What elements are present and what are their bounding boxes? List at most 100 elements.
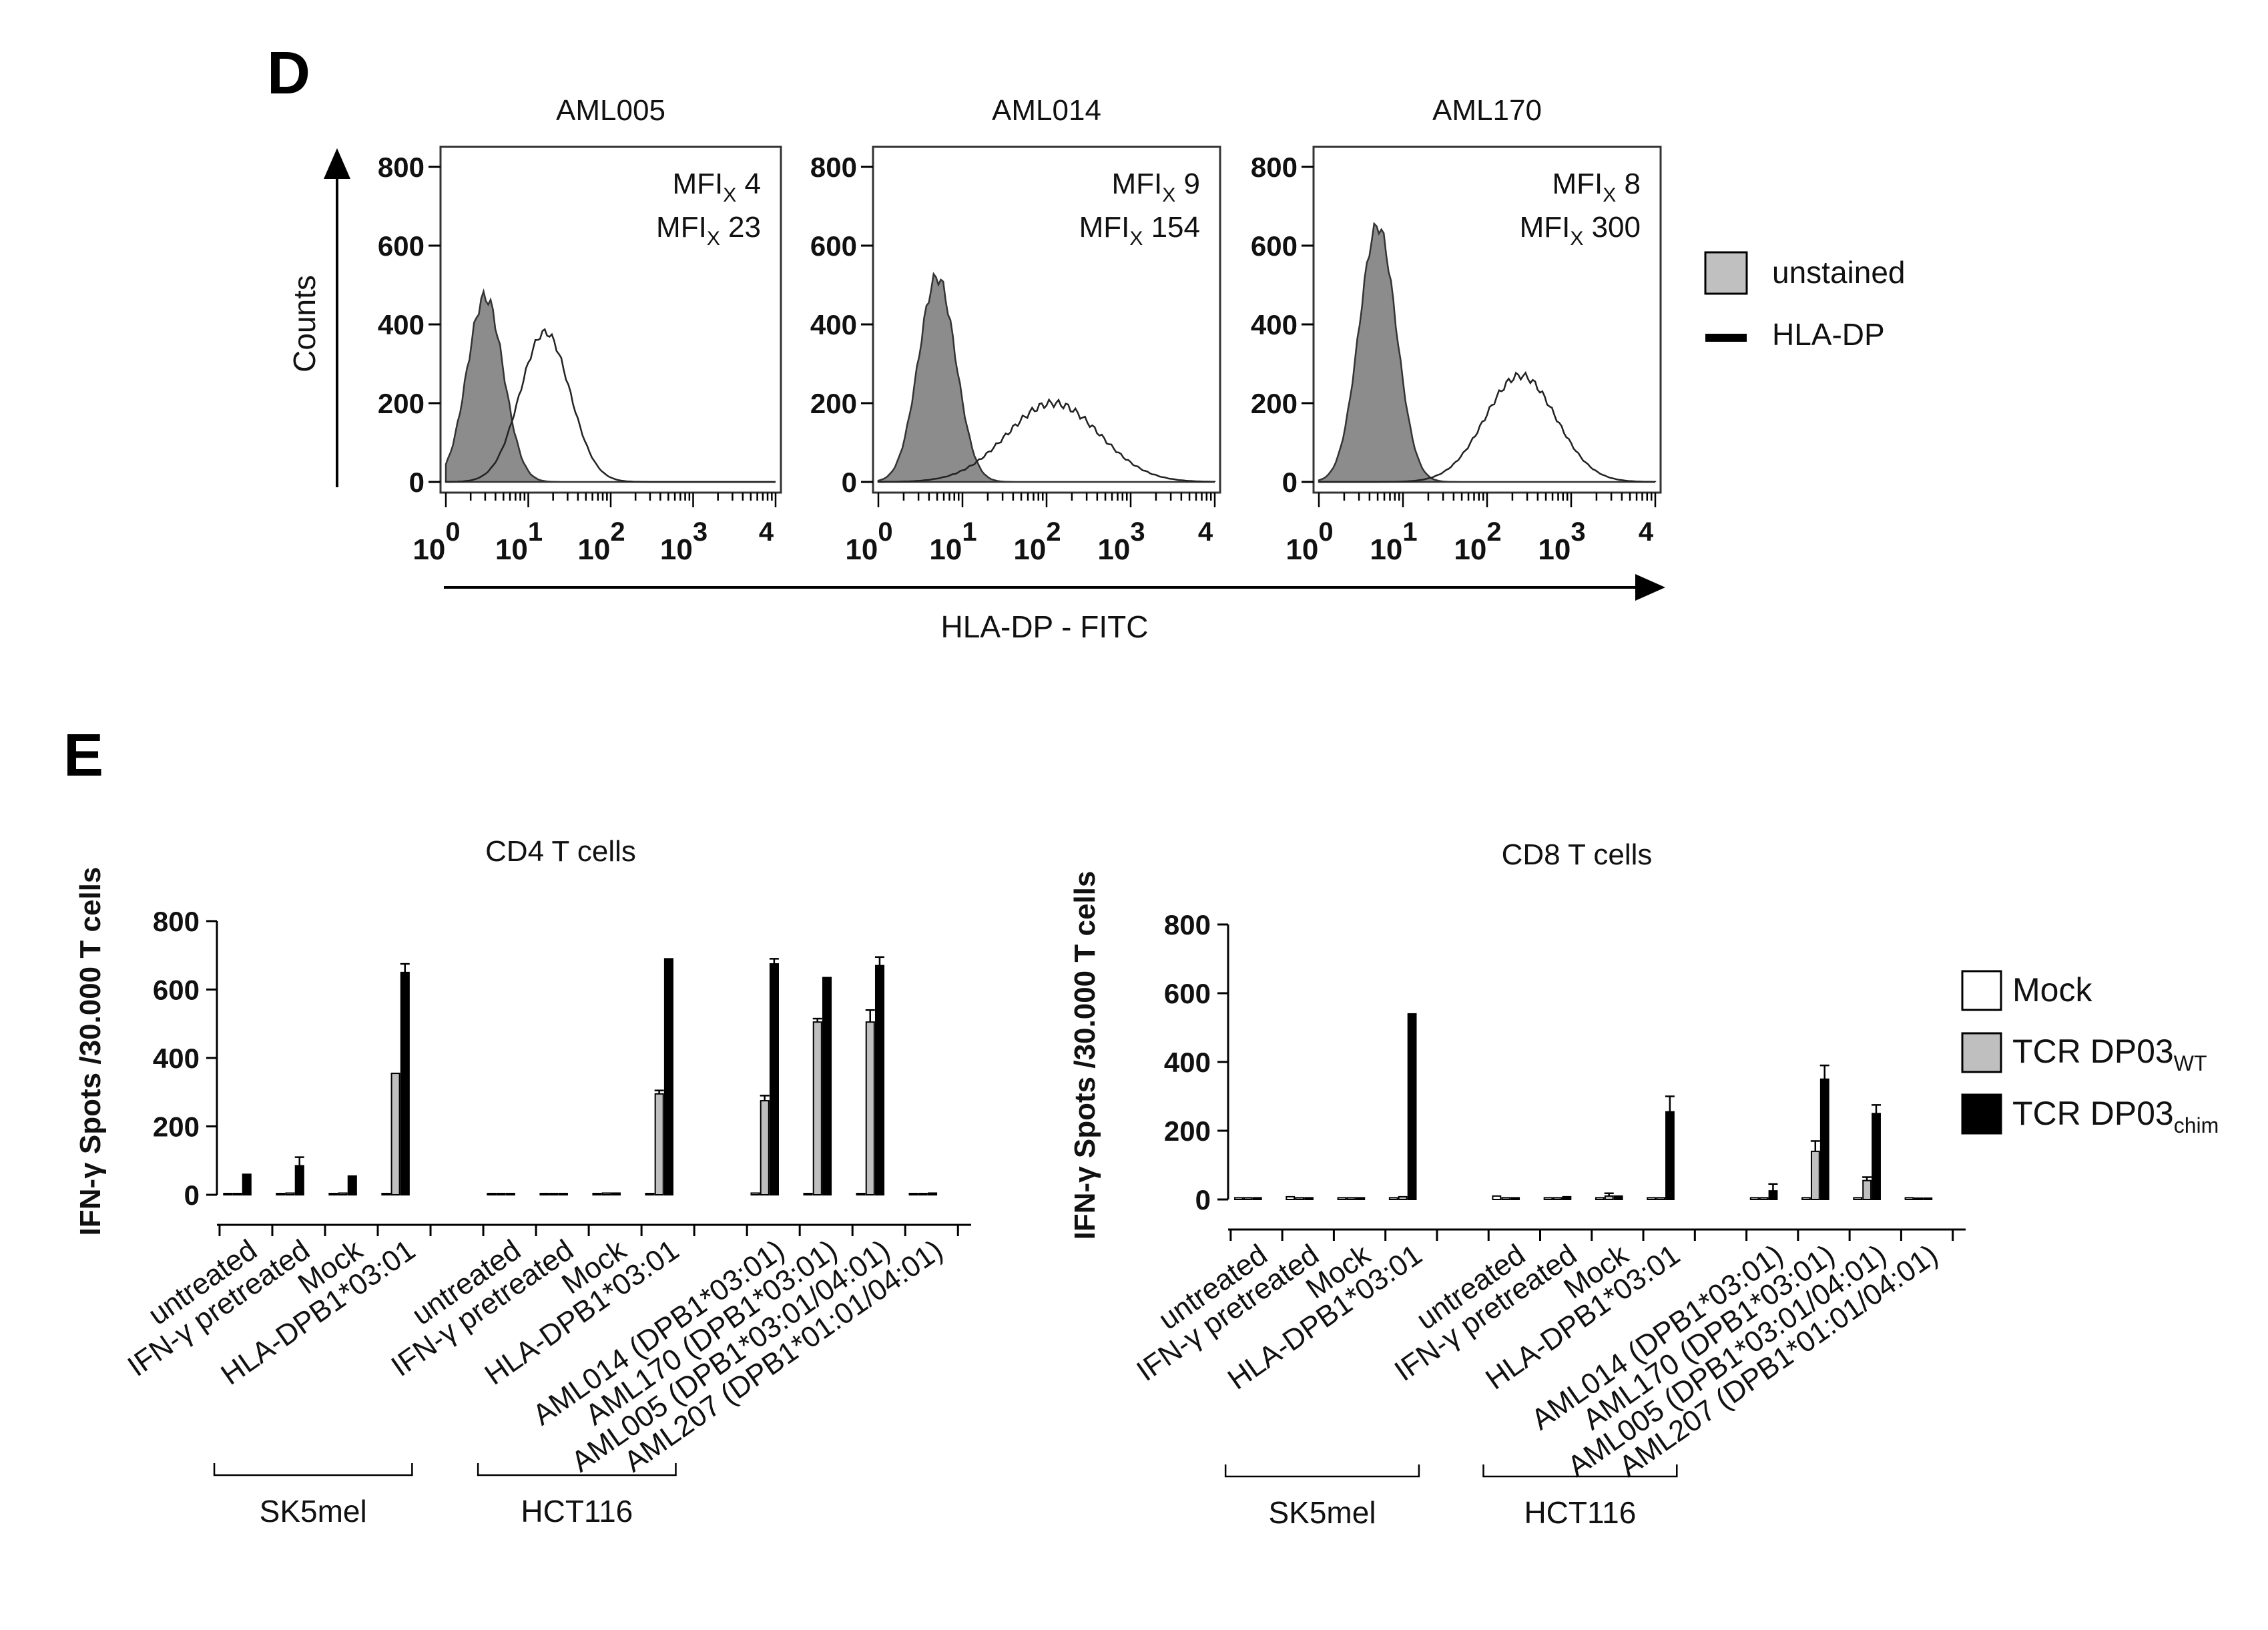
y-tick-label: 600 — [1251, 230, 1298, 262]
histogram-title: AML005 — [556, 94, 665, 127]
chart-title: CD4 T cells — [485, 835, 636, 868]
y-tick-label: 0 — [409, 467, 424, 498]
legend-swatch-chim — [1961, 1093, 2002, 1135]
bar — [1407, 1013, 1417, 1201]
bar — [242, 1173, 252, 1195]
bar — [1613, 1195, 1623, 1200]
y-tick-label: 0 — [842, 467, 857, 498]
bar — [390, 1073, 400, 1195]
mfi-unstained-label: MFIX 4 — [673, 168, 761, 206]
panel-letter-e: E — [63, 722, 103, 789]
x-tick-label: 102 — [577, 517, 625, 566]
histogram-aml170: AML170 800 600 400 200 0 100 101 102 103 4 MFIX 8 MF… — [1251, 94, 1662, 566]
bar — [908, 1193, 918, 1195]
legend-swatch-unstained — [1704, 251, 1748, 295]
bar — [611, 1192, 621, 1195]
bar — [769, 963, 780, 1195]
y-tick-label: 400 — [1251, 309, 1298, 340]
bar — [1914, 1197, 1924, 1200]
bar — [654, 1093, 664, 1195]
bar — [1801, 1197, 1811, 1201]
bar — [1304, 1197, 1314, 1201]
y-tick-label: 800 — [1251, 152, 1298, 183]
bar — [663, 958, 673, 1195]
x-tick-label: 4 — [759, 517, 774, 547]
legend-label-chim: TCR DP03chim — [2012, 1095, 2219, 1137]
group-label: SK5mel — [1268, 1495, 1376, 1530]
bar — [592, 1193, 602, 1195]
bar — [750, 1192, 760, 1195]
y-tick-label: 600 — [378, 230, 424, 262]
bar — [1819, 1078, 1829, 1200]
group-bracket — [213, 1463, 413, 1476]
y-tick-label: 0 — [184, 1179, 200, 1211]
mfi-unstained-label: MFIX 9 — [1112, 168, 1200, 206]
legend-d: unstained HLA-DP — [1704, 251, 1906, 352]
bar — [1853, 1197, 1863, 1201]
bar — [856, 1193, 866, 1195]
bar — [549, 1193, 559, 1195]
bar — [539, 1193, 549, 1195]
legend-swatch-hla-dp — [1705, 334, 1747, 342]
bar — [1759, 1197, 1769, 1201]
bar — [1356, 1197, 1366, 1201]
y-tick-label: 400 — [810, 309, 857, 340]
bar — [1286, 1195, 1296, 1201]
histogram-hla-dp-line — [1319, 370, 1657, 483]
histogram-title: AML170 — [1432, 94, 1542, 127]
histogram-hla-dp-line — [877, 398, 1216, 483]
panel-letter-d: D — [267, 40, 310, 107]
group-label: HCT116 — [1524, 1495, 1636, 1530]
bar — [381, 1193, 391, 1195]
mfi-stained-label: MFIX 23 — [656, 211, 761, 250]
bar — [1510, 1197, 1520, 1201]
bar — [1862, 1179, 1872, 1201]
bar — [1768, 1190, 1778, 1200]
legend-label-mock: Mock — [2012, 971, 2092, 1009]
fitc-label: HLA-DP - FITC — [941, 609, 1149, 644]
y-tick-label: 600 — [810, 230, 857, 262]
bar — [338, 1192, 348, 1195]
counts-label: Counts — [287, 275, 322, 372]
x-tick-label: 102 — [1454, 517, 1501, 566]
bar — [1647, 1197, 1657, 1201]
bar — [1604, 1195, 1614, 1200]
bar — [1492, 1195, 1502, 1200]
legend-label-hla-dp: HLA-DP — [1772, 317, 1885, 352]
histogram-aml014: AML014 800 600 400 200 0 100 101 102 103 4 MFIX 9 MF… — [810, 94, 1221, 566]
x-tick-label: 103 — [1097, 517, 1145, 566]
bar — [347, 1175, 357, 1195]
x-tick-label: 101 — [495, 517, 543, 566]
x-tick-label: 101 — [929, 517, 976, 566]
bar — [1595, 1197, 1605, 1201]
y-tick-label: 0 — [1195, 1184, 1211, 1215]
bar — [1552, 1197, 1563, 1201]
group-label: SK5mel — [260, 1494, 367, 1529]
bar — [1656, 1197, 1665, 1201]
y-tick-label: 800 — [378, 152, 424, 183]
bar — [1388, 1197, 1398, 1201]
bar — [328, 1193, 338, 1195]
bar — [1562, 1195, 1572, 1201]
y-tick-label: 800 — [1164, 909, 1211, 940]
histogram-title: AML014 — [992, 94, 1101, 127]
y-tick-label: 400 — [1164, 1047, 1211, 1078]
bar-chart-cd4: CD4 T cells 800 600 400 200 0 IFN-γ Spots /30.… — [74, 835, 971, 1529]
y-tick-label: 800 — [153, 906, 200, 937]
y-tick-label: 200 — [378, 388, 424, 419]
group-bracket — [477, 1463, 677, 1476]
legend-label-wt: TCR DP03WT — [2012, 1033, 2207, 1075]
y-tick-label: 400 — [153, 1043, 200, 1074]
histogram-aml005: AML005 800 600 400 200 0 100 101 102 103 4 MFIX 4 MF… — [378, 94, 782, 566]
bar — [1501, 1197, 1511, 1201]
legend-e: Mock TCR DP03WT TCR DP03chim — [1961, 970, 2219, 1137]
y-tick-label: 800 — [810, 152, 857, 183]
legend-swatch-mock — [1961, 970, 2002, 1011]
group-bracket — [1224, 1464, 1420, 1478]
bar — [1295, 1197, 1305, 1201]
bar — [803, 1193, 813, 1195]
mfi-stained-label: MFIX 300 — [1520, 211, 1641, 250]
bar-chart-cd8: CD8 T cells 800 600 400 200 0 IFN-γ Spots /30.… — [1069, 838, 1966, 1530]
legend-label-unstained: unstained — [1772, 255, 1906, 290]
bar — [1543, 1197, 1553, 1201]
